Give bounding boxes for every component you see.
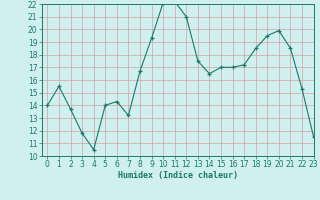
X-axis label: Humidex (Indice chaleur): Humidex (Indice chaleur) <box>118 171 237 180</box>
